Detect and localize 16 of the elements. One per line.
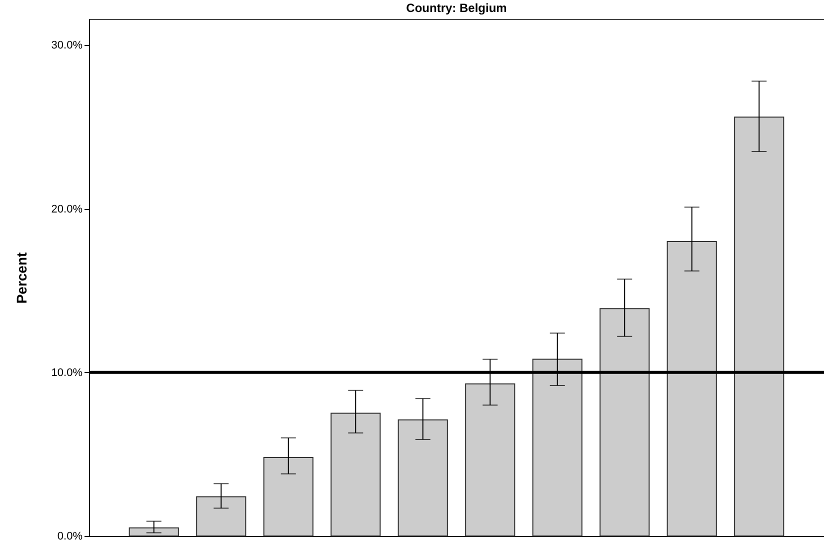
- bar: [196, 496, 246, 536]
- bar: [666, 241, 717, 536]
- bar: [263, 456, 314, 536]
- bar: [128, 527, 179, 536]
- bar: [734, 116, 784, 536]
- bar: [398, 419, 448, 536]
- y-tick-label: 30.0%: [51, 40, 83, 52]
- bar: [330, 412, 381, 536]
- bar: [465, 383, 516, 536]
- y-tick-label: 20.0%: [51, 203, 83, 216]
- bar: [600, 308, 650, 536]
- chart-title: Country: Belgium: [406, 1, 507, 15]
- bar: [532, 358, 582, 536]
- y-axis-title: Percent: [13, 252, 30, 304]
- y-tick-label: 0.0%: [57, 530, 83, 542]
- y-tick-label: 10.0%: [51, 366, 83, 379]
